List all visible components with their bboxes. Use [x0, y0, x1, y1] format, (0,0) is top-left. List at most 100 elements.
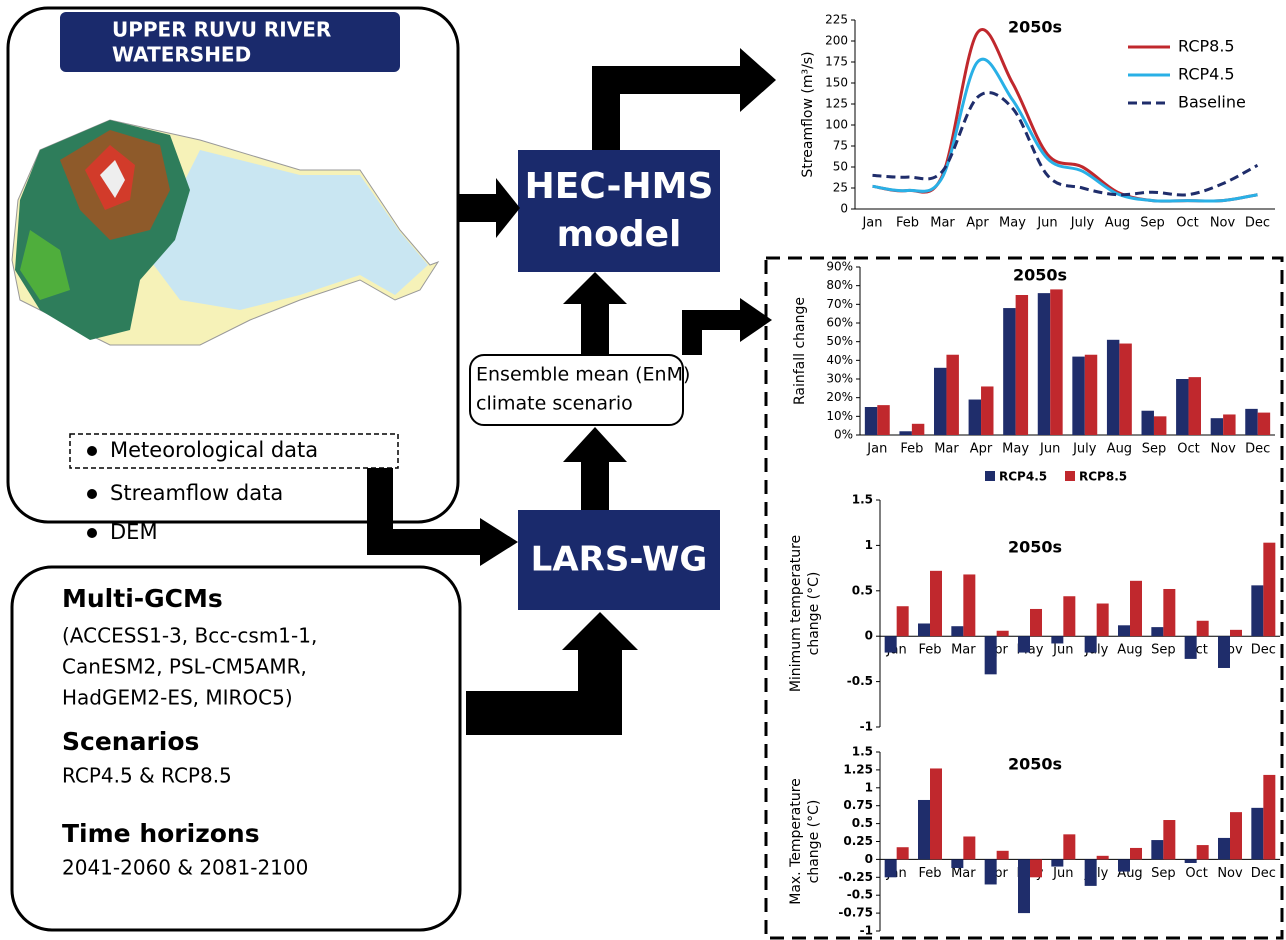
y-tick-label: 1: [865, 538, 873, 552]
x-tick-label: Dec: [1245, 216, 1270, 231]
chart-title: 2050s: [1008, 18, 1062, 37]
bar: [1018, 859, 1030, 913]
y-tick-label: 0.5: [852, 816, 873, 830]
y-tick-label: 75: [833, 139, 848, 153]
x-tick-label: Sep: [1140, 216, 1165, 231]
x-tick-label: Mar: [951, 866, 976, 881]
x-tick-label: Jun: [1052, 643, 1073, 658]
y-tick-label: 175: [825, 55, 848, 69]
bar: [1119, 344, 1131, 435]
bar: [963, 836, 975, 859]
y-axis-label: Max. Temperature: [788, 778, 804, 905]
bar: [1251, 585, 1263, 636]
bar: [1151, 840, 1163, 859]
x-tick-label: Mar: [930, 216, 955, 231]
input-item: DEM: [110, 520, 158, 544]
y-tick-label: 200: [825, 34, 848, 48]
bar: [865, 407, 877, 435]
bar: [997, 851, 1009, 860]
bar: [1085, 355, 1097, 435]
bar: [1218, 838, 1230, 859]
x-tick-label: July: [1070, 216, 1095, 231]
y-tick-label: -0.75: [838, 906, 873, 920]
x-tick-label: Feb: [918, 866, 941, 881]
bar: [1185, 636, 1197, 659]
x-tick-label: Sep: [1151, 643, 1176, 658]
bar: [1189, 377, 1201, 435]
y-tick-label: 10%: [826, 409, 853, 423]
y-tick-label: 125: [825, 97, 848, 111]
bar: [1185, 859, 1197, 863]
bar: [918, 800, 930, 859]
x-tick-label: Jun: [1039, 442, 1060, 457]
y-tick-label: 0%: [834, 428, 853, 442]
scenarios: RCP4.5 & RCP8.5: [62, 764, 232, 788]
gcm-list: HadGEM2-ES, MIROC5): [62, 686, 293, 710]
y-axis-label: Rainfall change: [792, 297, 808, 405]
bar: [885, 636, 897, 652]
watershed-title: WATERSHED: [112, 43, 251, 67]
bar: [1211, 418, 1223, 435]
y-tick-label: -1: [860, 924, 873, 938]
y-tick-label: 0.5: [852, 583, 873, 597]
x-tick-label: Aug: [1117, 643, 1142, 658]
x-tick-label: Jan: [866, 442, 887, 457]
y-tick-label: 90%: [826, 260, 853, 274]
y-tick-label: -0.5: [847, 888, 873, 902]
x-tick-label: Mar: [934, 442, 959, 457]
x-tick-label: Feb: [896, 216, 919, 231]
bar: [963, 574, 975, 636]
bar: [1038, 293, 1050, 435]
y-tick-label: 225: [825, 13, 848, 27]
bar: [934, 368, 946, 435]
y-tick-label: 0: [865, 852, 873, 866]
x-tick-label: Dec: [1245, 442, 1270, 457]
horizons: 2041-2060 & 2081-2100: [62, 856, 308, 880]
x-tick-label: Oct: [1185, 866, 1207, 881]
chart-title: 2050s: [1008, 538, 1062, 557]
bar: [985, 636, 997, 674]
y-tick-label: 25: [833, 181, 848, 195]
y-tick-label: 0: [840, 202, 848, 216]
y-tick-label: 1.5: [852, 745, 873, 759]
x-tick-label: Nov: [1210, 216, 1236, 231]
y-tick-label: 40%: [826, 353, 853, 367]
y-axis-label: change (°C): [806, 800, 822, 884]
y-tick-label: 0.25: [843, 834, 873, 848]
legend-label: RCP4.5: [999, 470, 1047, 484]
ensemble-label: Ensemble mean (EnM): [476, 364, 690, 386]
bar: [897, 606, 909, 636]
lars-wg-label: LARS-WG: [531, 540, 708, 580]
chart-title: 2050s: [1008, 755, 1062, 774]
bar: [1016, 295, 1028, 435]
gcm-list: (ACCESS1-3, Bcc-csm1-1,: [62, 624, 317, 648]
bar: [1245, 409, 1257, 435]
x-tick-label: Apr: [966, 216, 989, 231]
bar: [912, 424, 924, 435]
y-tick-label: 1: [865, 780, 873, 794]
bar: [1163, 820, 1175, 859]
x-tick-label: Sep: [1142, 442, 1167, 457]
figure: UPPER RUVU RIVER WATERSHED Meteorologica…: [0, 0, 1286, 940]
bar: [1085, 859, 1097, 885]
x-tick-label: Aug: [1105, 216, 1130, 231]
bar: [1230, 630, 1242, 636]
x-tick-label: Sep: [1151, 866, 1176, 881]
bar: [1118, 859, 1130, 871]
y-tick-label: 0.75: [843, 798, 873, 812]
bar: [1218, 636, 1230, 668]
bar: [1263, 775, 1275, 859]
x-tick-label: Aug: [1107, 442, 1132, 457]
bullet: [87, 528, 97, 538]
bar: [1263, 543, 1275, 637]
y-tick-label: 50: [833, 160, 848, 174]
x-tick-label: Jun: [1052, 866, 1073, 881]
x-tick-label: May: [999, 216, 1026, 231]
bar: [981, 386, 993, 435]
x-tick-label: Oct: [1177, 442, 1199, 457]
bar: [1258, 413, 1270, 435]
y-axis-label: change (°C): [806, 572, 822, 656]
legend-swatch: [1065, 471, 1075, 481]
heading: Multi-GCMs: [62, 584, 223, 613]
x-tick-label: Nov: [1217, 866, 1243, 881]
